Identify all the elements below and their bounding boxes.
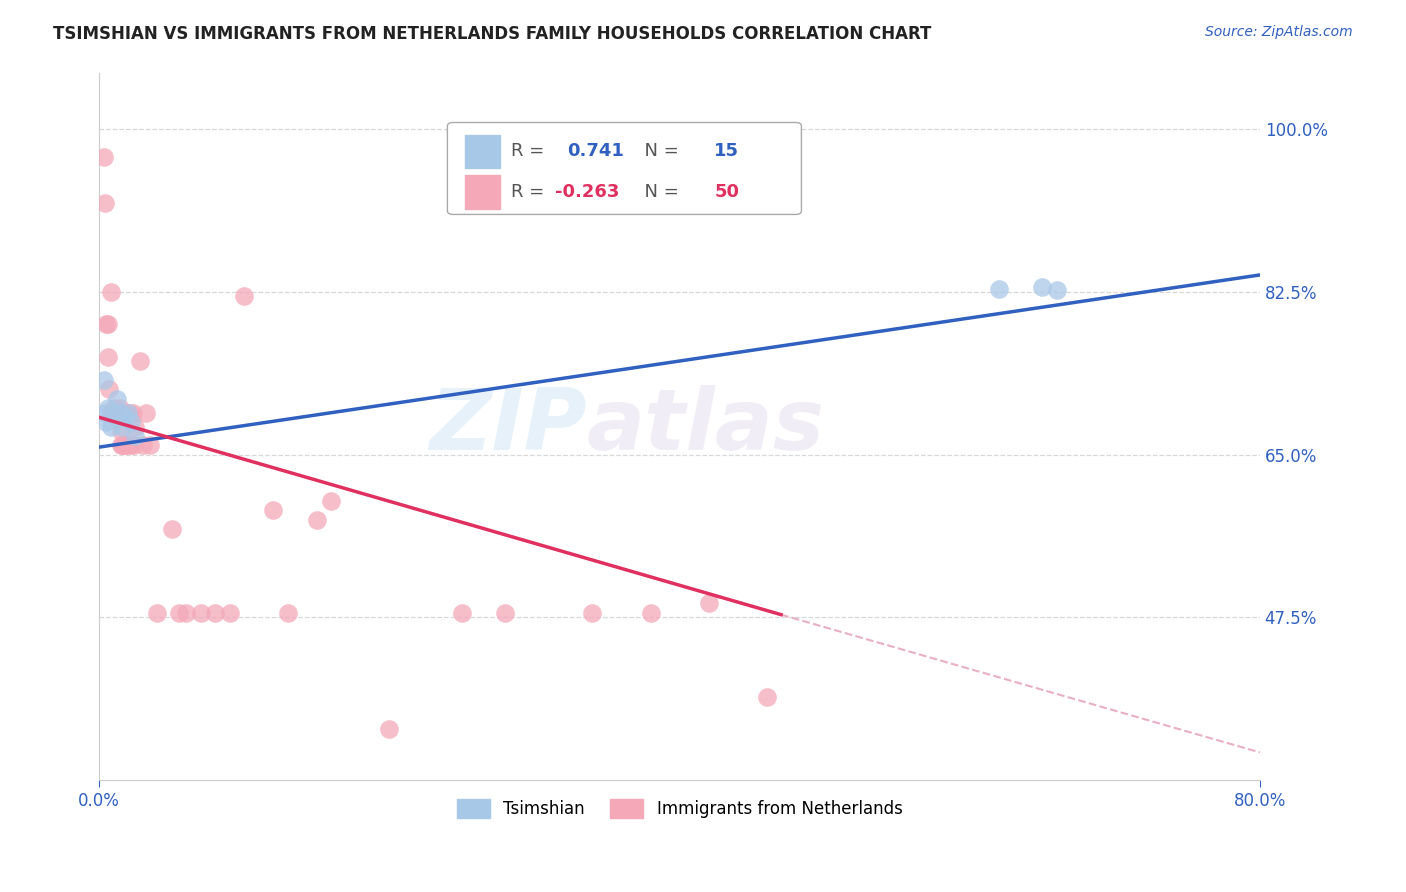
- Point: [97, 401, 120, 415]
- Point: [108, 401, 131, 415]
- Point: [121, 406, 143, 420]
- Point: [124, 419, 146, 434]
- Point: [277, 606, 299, 620]
- Point: [581, 606, 603, 620]
- Point: [108, 406, 131, 420]
- Point: [987, 282, 1010, 296]
- FancyBboxPatch shape: [465, 175, 499, 210]
- Point: [93, 373, 115, 387]
- Point: [218, 606, 240, 620]
- FancyBboxPatch shape: [447, 122, 801, 214]
- Point: [107, 406, 129, 420]
- Point: [146, 606, 169, 620]
- Point: [101, 406, 124, 420]
- Point: [305, 513, 328, 527]
- Text: N =: N =: [633, 183, 685, 202]
- Point: [1031, 280, 1053, 294]
- Text: Source: ZipAtlas.com: Source: ZipAtlas.com: [1205, 25, 1353, 39]
- Point: [103, 406, 125, 420]
- Point: [124, 429, 146, 443]
- Point: [451, 606, 474, 620]
- Point: [111, 438, 134, 452]
- Point: [117, 438, 139, 452]
- Point: [103, 401, 125, 415]
- Text: -0.263: -0.263: [555, 183, 620, 202]
- Point: [378, 722, 401, 736]
- Point: [160, 522, 183, 536]
- Text: ZIP: ZIP: [429, 385, 586, 468]
- Point: [96, 415, 118, 429]
- Point: [755, 690, 778, 704]
- Legend: Tsimshian, Immigrants from Netherlands: Tsimshian, Immigrants from Netherlands: [450, 792, 910, 825]
- Point: [97, 318, 120, 332]
- Point: [115, 406, 138, 420]
- Point: [100, 285, 122, 299]
- Point: [204, 606, 226, 620]
- Point: [190, 606, 212, 620]
- Point: [111, 419, 134, 434]
- Point: [262, 503, 284, 517]
- Point: [174, 606, 197, 620]
- Point: [94, 196, 117, 211]
- Point: [114, 410, 136, 425]
- Point: [1046, 283, 1069, 297]
- Point: [120, 438, 142, 452]
- Point: [100, 406, 122, 420]
- Point: [112, 438, 135, 452]
- Text: 0.741: 0.741: [567, 143, 624, 161]
- Point: [139, 438, 162, 452]
- Point: [110, 438, 132, 452]
- Point: [110, 425, 132, 439]
- FancyBboxPatch shape: [465, 135, 499, 169]
- Text: 15: 15: [714, 143, 740, 161]
- Point: [105, 392, 128, 406]
- Point: [697, 597, 720, 611]
- Text: TSIMSHIAN VS IMMIGRANTS FROM NETHERLANDS FAMILY HOUSEHOLDS CORRELATION CHART: TSIMSHIAN VS IMMIGRANTS FROM NETHERLANDS…: [53, 25, 932, 43]
- Point: [117, 406, 139, 420]
- Point: [96, 318, 118, 332]
- Point: [97, 350, 120, 364]
- Point: [132, 438, 155, 452]
- Point: [167, 606, 190, 620]
- Point: [98, 383, 121, 397]
- Point: [118, 406, 141, 420]
- Text: 50: 50: [714, 183, 740, 202]
- Point: [494, 606, 516, 620]
- Point: [105, 410, 128, 425]
- Point: [128, 354, 150, 368]
- Point: [321, 494, 343, 508]
- Point: [122, 438, 145, 452]
- Point: [233, 289, 256, 303]
- Point: [135, 406, 157, 420]
- Point: [120, 415, 142, 429]
- Text: R =: R =: [512, 183, 550, 202]
- Text: N =: N =: [633, 143, 685, 161]
- Point: [100, 419, 122, 434]
- Text: atlas: atlas: [586, 385, 825, 468]
- Point: [103, 406, 125, 420]
- Point: [93, 150, 115, 164]
- Point: [114, 438, 136, 452]
- Point: [104, 406, 127, 420]
- Point: [640, 606, 662, 620]
- Point: [94, 406, 117, 420]
- Text: R =: R =: [512, 143, 550, 161]
